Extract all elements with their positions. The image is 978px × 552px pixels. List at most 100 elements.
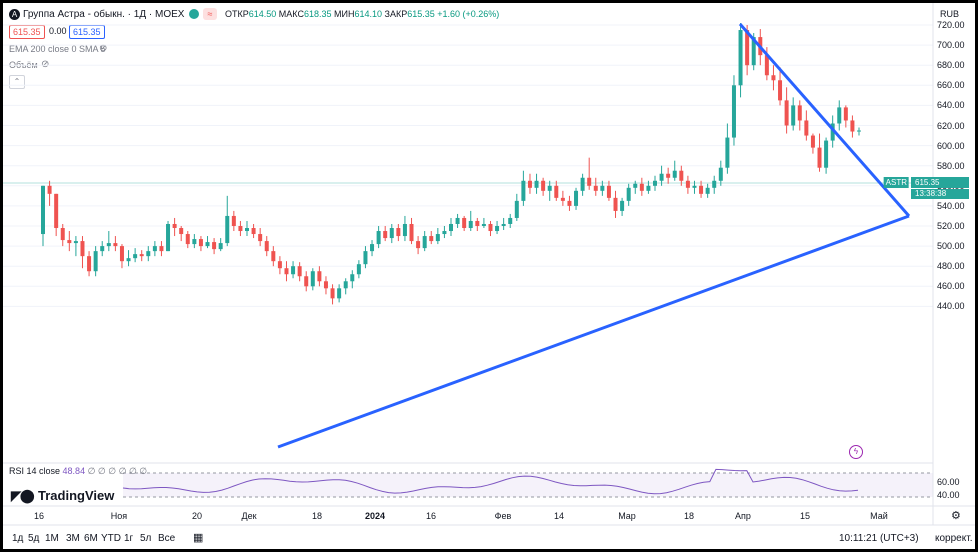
candle-body [402, 223, 407, 237]
candle-body [554, 185, 559, 198]
candle-body [245, 228, 249, 232]
period-button[interactable]: 3М [66, 533, 80, 544]
price-tick: 440.00 [937, 301, 965, 312]
candle-body [133, 254, 138, 259]
candle-body [685, 180, 690, 188]
candle-body [80, 241, 85, 257]
close-value: 615.35 [407, 9, 435, 19]
candle-body [692, 185, 697, 188]
tradingview-logo-icon: ◤⬤ [11, 488, 35, 503]
period-button[interactable]: 1д [12, 533, 24, 544]
rsi-legend[interactable]: RSI 14 close 48.84 ∅ ∅ ∅ ∅ ∅ ∅ [9, 466, 147, 477]
candle-body [87, 256, 92, 272]
candle-body [626, 187, 631, 201]
period-button[interactable]: Все [158, 533, 176, 544]
period-button[interactable]: 1М [45, 533, 59, 544]
last-price-ticker: ASTR [883, 177, 909, 188]
eye-hidden-icon[interactable]: ⊘ [99, 43, 108, 54]
ema-indicator-label[interactable]: EMA 200 close 0 SMA 5 [9, 44, 106, 54]
candle-body [126, 258, 131, 262]
trend-line-lower[interactable] [277, 214, 910, 449]
candle-body [771, 75, 776, 81]
period-button[interactable]: 5д [28, 533, 40, 544]
last-price-value: 615.35 [915, 178, 940, 187]
candle-body [231, 215, 236, 226]
rsi-line [122, 468, 859, 495]
time-tick: Ноя [110, 511, 128, 521]
adjust-toggle[interactable]: коррект. [935, 533, 973, 544]
chart-grid [3, 24, 933, 307]
price-tick: 620.00 [937, 120, 965, 131]
candle-body [613, 197, 618, 211]
tradingview-logo[interactable]: ◤⬤ TradingView [11, 487, 114, 503]
candle-body [778, 80, 783, 101]
candle-body [587, 177, 592, 186]
candle-body [119, 246, 124, 262]
candle-body [343, 281, 348, 289]
candle-body [659, 173, 664, 181]
symbol-title[interactable]: Группа Астра - обыкн. · 1Д · MOEX [23, 9, 185, 20]
time-tick: Фев [494, 511, 512, 521]
market-status-icon[interactable] [189, 9, 199, 19]
clock[interactable]: 10:11:21 (UTC+3) [839, 533, 919, 544]
settings-gear-icon[interactable]: ⚙ [951, 510, 961, 522]
candle-body [633, 183, 638, 188]
currency-label[interactable]: RUB [940, 9, 960, 19]
price-tick: 480.00 [937, 261, 965, 272]
candle-body [106, 243, 111, 247]
open-value: 614.50 [248, 9, 277, 19]
candle-body [304, 276, 309, 287]
price-chart[interactable] [3, 3, 975, 549]
candle-body [396, 228, 401, 237]
candle-body [225, 215, 230, 244]
calendar-icon[interactable]: ▦ [193, 532, 204, 544]
candle-body [139, 254, 144, 257]
time-tick: 20 [191, 511, 203, 521]
lightning-icon[interactable]: ϟ [849, 445, 863, 459]
candle-body [843, 107, 848, 121]
candle-body [764, 55, 769, 76]
candle-body [317, 271, 322, 282]
candle-body [159, 246, 164, 252]
period-button[interactable]: YTD [101, 533, 121, 544]
candle-body [264, 241, 269, 252]
eye-hidden-icon[interactable]: ⊘ [41, 59, 50, 70]
candle-body [429, 236, 434, 242]
close-label: ЗАКР [384, 9, 408, 19]
candle-body [442, 231, 447, 235]
alert-icon[interactable]: ≈ [203, 8, 217, 20]
high-value: 618.35 [303, 9, 332, 19]
candle-body [731, 85, 736, 138]
candle-body [73, 241, 78, 244]
candle-body [47, 185, 52, 194]
period-button[interactable]: 5л [140, 533, 152, 544]
candle-body [797, 105, 802, 121]
candle-body [258, 234, 263, 242]
symbol-logo-icon[interactable]: A [9, 9, 20, 20]
candle-body [541, 180, 546, 191]
time-tick: Дек [241, 511, 257, 521]
candle-body [639, 183, 644, 191]
candle-body [850, 120, 855, 132]
candle-body [521, 180, 526, 201]
period-button[interactable]: 1г [124, 533, 134, 544]
candle-body [830, 123, 835, 141]
period-button[interactable]: 6М [84, 533, 98, 544]
candle-body [337, 288, 342, 299]
candle-body [422, 236, 427, 249]
candle-body [705, 187, 710, 194]
candle-body [212, 242, 217, 250]
candle-body [606, 185, 611, 198]
candle-body [297, 266, 302, 277]
trend-line-upper[interactable] [738, 23, 911, 217]
candle-body [784, 100, 789, 126]
spread-value: 0.00 [49, 26, 67, 36]
candle-body [527, 180, 532, 188]
collapse-legend-icon[interactable]: ⌃ [9, 75, 25, 89]
candle-body [152, 246, 157, 252]
candle-body [350, 274, 355, 282]
candle-body [593, 185, 598, 191]
candle-body [712, 180, 717, 188]
candle-body [824, 140, 829, 168]
price-tick: 720.00 [937, 20, 965, 30]
